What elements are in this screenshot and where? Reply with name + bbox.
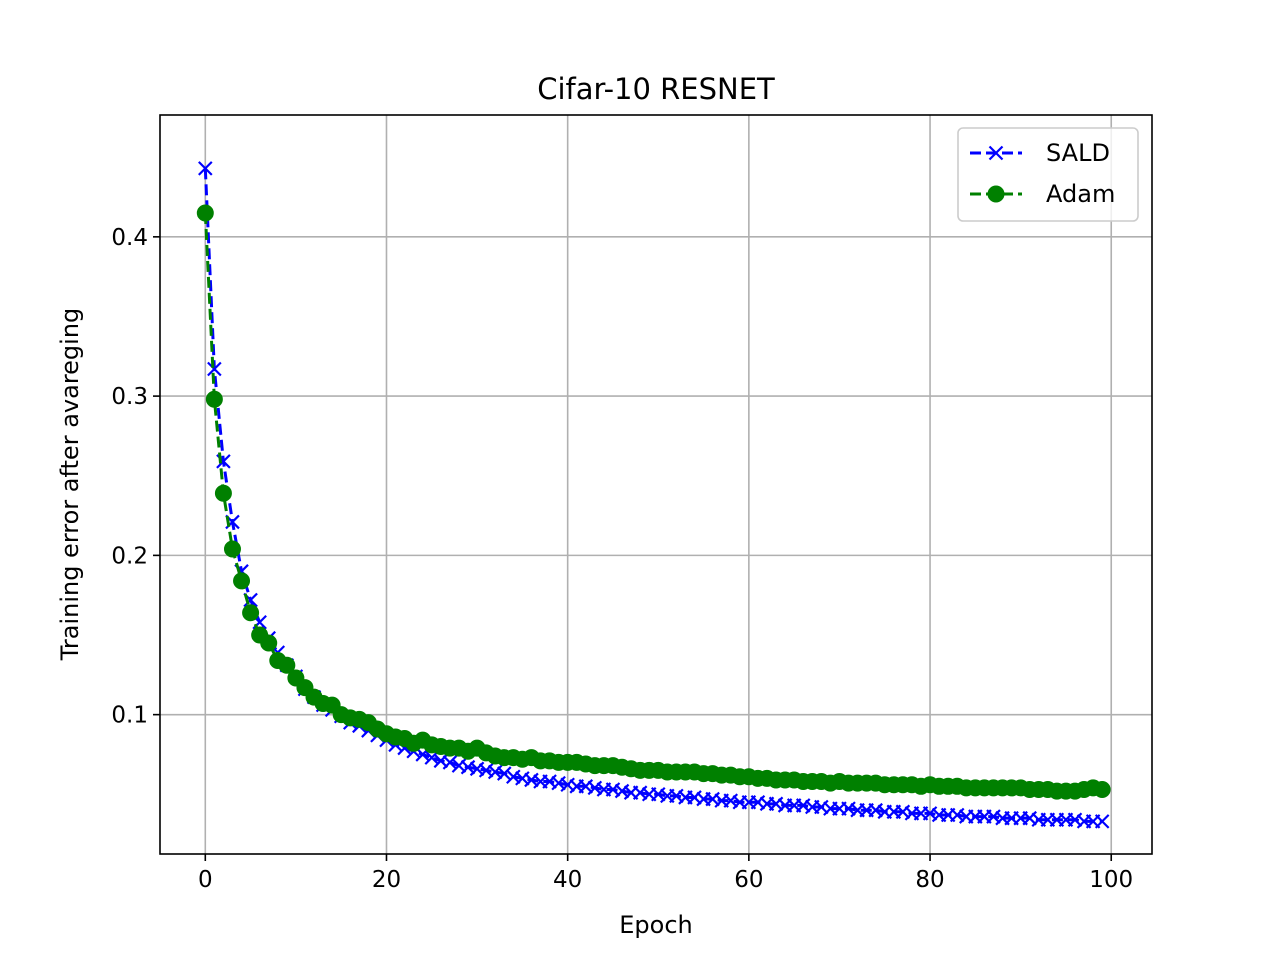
chart-title: Cifar-10 RESNET xyxy=(537,72,775,106)
data-point-adam xyxy=(223,540,241,558)
data-point-sald xyxy=(1094,814,1110,829)
legend: SALD Adam xyxy=(957,127,1139,222)
grid xyxy=(160,115,1152,854)
legend-swatch-marker xyxy=(987,185,1005,203)
data-point-sald xyxy=(496,766,512,781)
legend-label: Adam xyxy=(1046,180,1115,208)
plot-series xyxy=(196,161,1111,829)
x-tick-label: 20 xyxy=(372,867,401,893)
series-adam xyxy=(196,204,1111,800)
data-point-sald xyxy=(442,755,458,770)
y-tick-label: 0.2 xyxy=(111,543,148,569)
legend-label: SALD xyxy=(1046,139,1110,167)
data-point-adam xyxy=(233,572,251,590)
data-point-adam xyxy=(214,484,232,502)
plot-frame xyxy=(159,114,1153,855)
x-tick-label: 100 xyxy=(1089,867,1133,893)
legend-swatch-marker xyxy=(988,145,1004,161)
legend-entry-adam: Adam xyxy=(970,180,1115,208)
x-axis-label: Epoch xyxy=(619,911,693,939)
x-tick-label: 40 xyxy=(553,867,582,893)
axis-ticks: 0 20 40 60 80 100 0.1 0.2 0.3 0.4 xyxy=(111,225,1133,893)
data-point-adam xyxy=(196,204,214,222)
data-point-adam xyxy=(278,656,296,674)
x-tick-label: 80 xyxy=(915,867,944,893)
legend-entry-sald: SALD xyxy=(970,139,1110,167)
data-point-sald xyxy=(207,361,222,377)
x-tick-label: 0 xyxy=(198,867,213,893)
data-point-adam xyxy=(242,604,260,622)
y-tick-label: 0.1 xyxy=(111,703,148,729)
x-tick-label: 60 xyxy=(734,867,763,893)
data-point-adam xyxy=(260,634,278,652)
y-axis-label: Training error after avareging xyxy=(56,308,84,662)
data-point-adam xyxy=(205,390,223,408)
data-point-adam xyxy=(1093,780,1111,798)
y-tick-label: 0.4 xyxy=(111,225,148,251)
data-point-sald xyxy=(198,161,213,176)
y-tick-label: 0.3 xyxy=(111,384,148,410)
